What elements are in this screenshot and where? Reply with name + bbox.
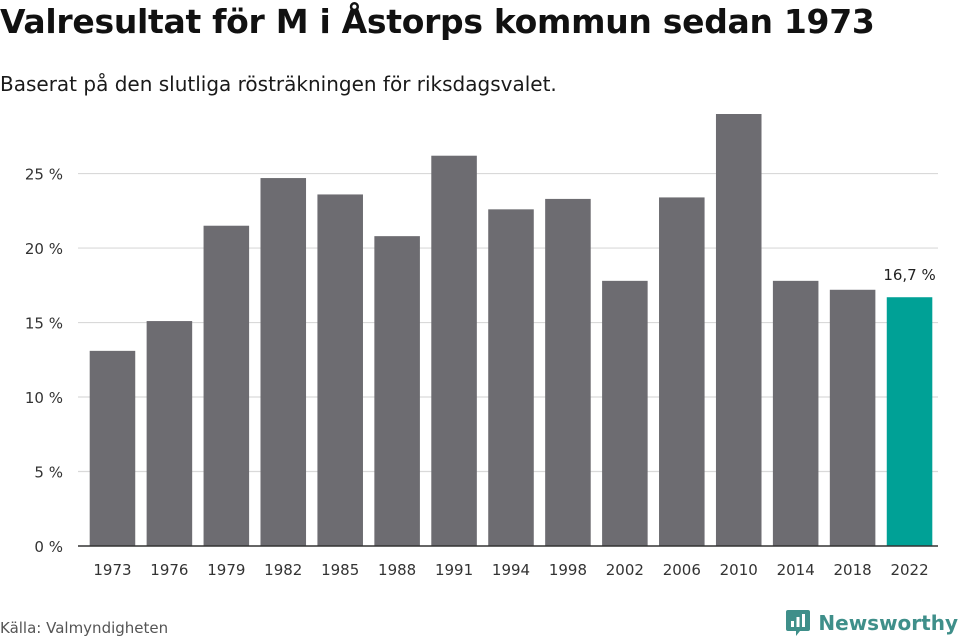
x-tick-label: 1982 (264, 561, 302, 579)
bar-chart: 0 % 5 % 10 % 15 % 20 % 25 % 1973 1976 1979 1982 19… (25, 114, 938, 579)
bar-1988 (374, 236, 420, 546)
newsworthy-logo-icon (786, 610, 811, 636)
y-tick-label: 0 % (34, 538, 63, 556)
chart-subtitle: Baserat på den slutliga rösträkningen fö… (0, 72, 557, 96)
x-tick-label: 2002 (606, 561, 644, 579)
bar-1985 (317, 194, 363, 546)
y-tick-label: 20 % (25, 240, 63, 258)
bar-2002 (602, 280, 648, 546)
x-tick-label: 2014 (777, 561, 815, 579)
x-tick-label: 2010 (720, 561, 758, 579)
bar-1973 (89, 350, 136, 546)
data-label: 16,7 % (883, 266, 935, 284)
x-tick-label: 1994 (492, 561, 530, 579)
bar-1976 (146, 321, 193, 546)
brand-logo[interactable]: Newsworthy (785, 608, 958, 638)
source-note: Källa: Valmyndigheten (0, 619, 169, 637)
bar-1998 (545, 198, 591, 546)
y-tick-label: 5 % (34, 464, 63, 482)
y-tick-label: 10 % (25, 389, 63, 407)
x-tick-label: 2018 (834, 561, 872, 579)
bar-1994 (488, 209, 534, 546)
bar-2006 (659, 197, 705, 546)
bar-2022 (886, 297, 933, 546)
brand-name: Newsworthy (818, 611, 958, 635)
bar-1991 (431, 155, 477, 547)
x-tick-label: 1973 (93, 561, 131, 579)
chart-title: Valresultat för M i Åstorps kommun sedan… (0, 2, 875, 41)
x-tick-label: 1979 (207, 561, 245, 579)
bar-2018 (829, 289, 876, 546)
x-tick-label: 1988 (378, 561, 416, 579)
x-tick-label: 2006 (663, 561, 701, 579)
bar-1979 (203, 225, 250, 547)
x-tick-label: 1998 (549, 561, 587, 579)
bar-2014 (772, 280, 819, 546)
x-tick-label: 1991 (435, 561, 473, 579)
x-tick-label: 2022 (890, 561, 928, 579)
x-tick-label: 1976 (150, 561, 188, 579)
y-tick-label: 15 % (25, 315, 63, 333)
y-tick-label: 25 % (25, 166, 63, 184)
x-tick-label: 1985 (321, 561, 359, 579)
bar-2010 (715, 114, 762, 546)
bar-1982 (260, 178, 307, 546)
